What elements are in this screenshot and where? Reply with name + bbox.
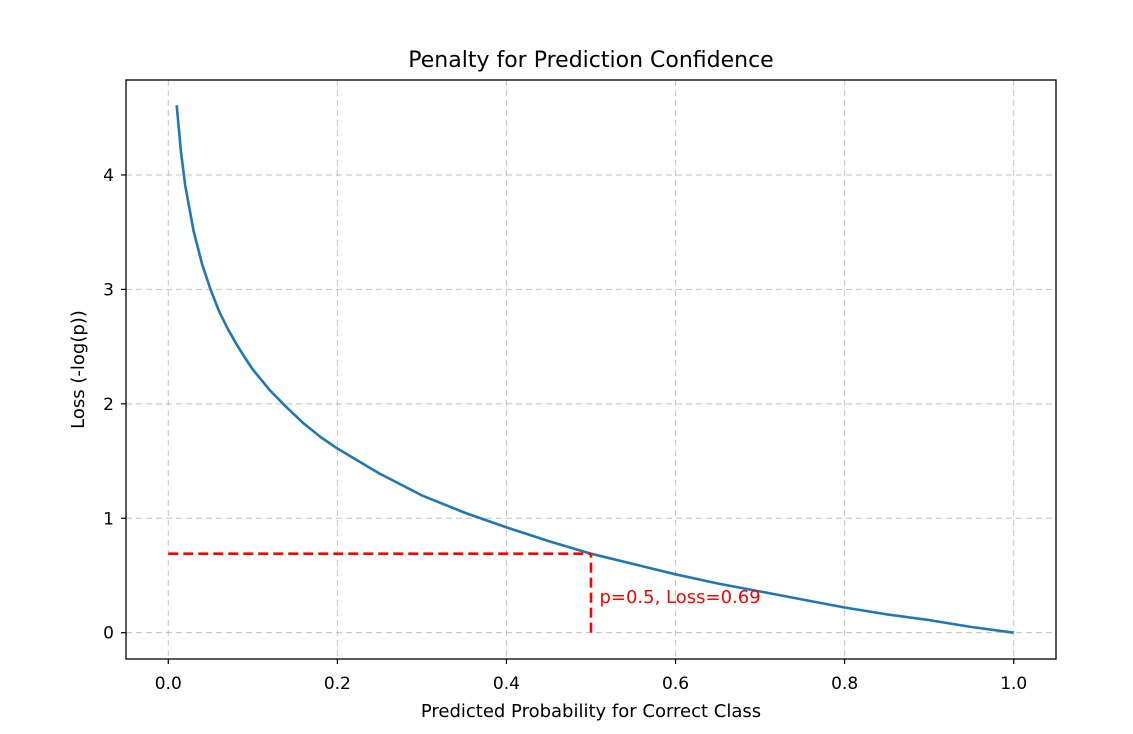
plot-area: p=0.5, Loss=0.69 bbox=[168, 105, 1014, 634]
y-tick-label: 4 bbox=[103, 166, 114, 186]
chart-title: Penalty for Prediction Confidence bbox=[408, 48, 773, 73]
y-tick-label: 3 bbox=[103, 280, 114, 300]
y-tick-label: 2 bbox=[103, 395, 114, 415]
ticks: 0.0 0.2 0.4 0.6 0.8 1.0 0 1 2 3 4 bbox=[103, 166, 1027, 694]
x-tick-label: 0.8 bbox=[831, 674, 858, 694]
x-tick-label: 0.0 bbox=[155, 674, 182, 694]
y-axis-label: Loss (-log(p)) bbox=[68, 310, 89, 429]
x-tick-label: 1.0 bbox=[1000, 674, 1027, 694]
y-tick-label: 1 bbox=[103, 509, 114, 529]
loss-curve-line bbox=[175, 105, 1014, 634]
grid bbox=[126, 80, 1056, 659]
x-tick-label: 0.2 bbox=[324, 674, 351, 694]
x-tick-label: 0.4 bbox=[493, 674, 520, 694]
axes-frame bbox=[125, 79, 1057, 660]
x-tick-label: 0.6 bbox=[662, 674, 689, 694]
y-tick-label: 0 bbox=[103, 624, 114, 644]
annotation-label: p=0.5, Loss=0.69 bbox=[599, 587, 760, 608]
x-axis-label: Predicted Probability for Correct Class bbox=[421, 701, 761, 722]
